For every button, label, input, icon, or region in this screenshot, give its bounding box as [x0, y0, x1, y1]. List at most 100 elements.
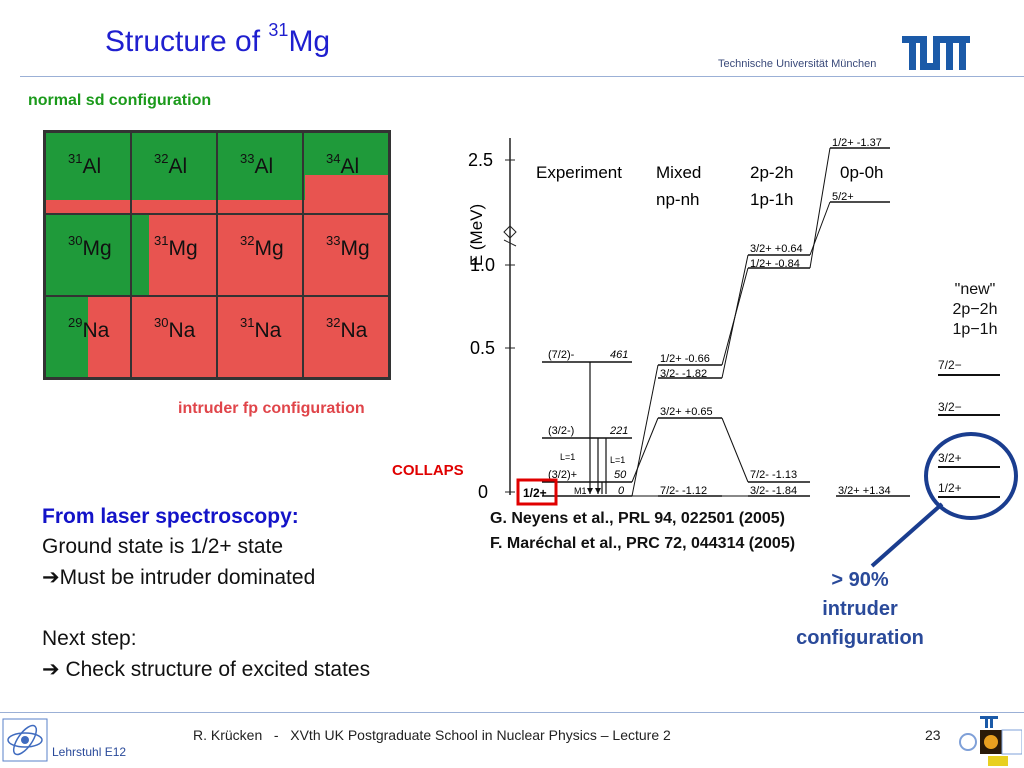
nucleus-mass: 31 [154, 233, 169, 248]
reference-marechal: F. Maréchal et al., PRC 72, 044314 (2005… [490, 535, 796, 552]
mix2-level: 1/2+ -0.84 [750, 258, 800, 270]
nucleus-symbol: Al [340, 155, 360, 178]
exp-energy: 50 [614, 469, 627, 481]
slide-title: Structure of 31Mg [105, 20, 331, 59]
intruder-text: ➔Must be intruder dominated [42, 565, 315, 590]
nucleus-mass: 30 [68, 233, 83, 248]
nucleus-cell: 29Na [45, 296, 131, 378]
nucleus-mass: 31 [240, 315, 255, 330]
laser-heading: From laser spectroscopy: [42, 505, 299, 528]
reference-neyens: G. Neyens et al., PRL 94, 022501 (2005) [490, 510, 785, 527]
exp-energy: 461 [610, 349, 628, 361]
nucleus-mass: 29 [68, 315, 83, 330]
nucleus-cell: 32Mg [217, 214, 303, 296]
axis-label: E (MeV) [467, 204, 486, 266]
intruder-text-content: Must be intruder dominated [59, 566, 316, 589]
normal-region-al [45, 132, 305, 200]
intruder-callout: > 90% intruder configuration [770, 566, 950, 653]
title-mass-number: 31 [268, 20, 289, 40]
callout-pointer [870, 502, 944, 568]
new-title: 2p−2h [952, 301, 998, 318]
mix2-level: 3/2+ +0.64 [750, 243, 803, 255]
tick-label: 0 [478, 482, 488, 502]
nucleus-label: 33Al [240, 151, 273, 179]
highlight-circle [924, 432, 1018, 520]
nucleus-cell: 34Al [303, 132, 389, 214]
lehrstuhl-label: Lehrstuhl E12 [52, 745, 127, 759]
nucleus-mass: 31 [68, 151, 83, 166]
nucleus-label: 29Na [68, 315, 110, 343]
nucleus-mass: 32 [240, 233, 255, 248]
nucleus-label: 31Al [68, 151, 102, 179]
exp-energy: 221 [609, 425, 628, 437]
nucleus-label: 30Mg [68, 233, 112, 261]
exp-spin: (3/2)+ [548, 469, 577, 481]
next-step-text: Next step: [42, 627, 137, 650]
tick-label: 0.5 [470, 338, 495, 358]
ground-state-text: Ground state is 1/2+ state [42, 535, 284, 558]
new-level-line [938, 374, 1000, 376]
nucleus-cell: 31Na [217, 296, 303, 378]
exp-spin: (7/2)- [548, 349, 575, 361]
new-title: 1p−1h [952, 321, 998, 338]
normal-config-label: normal sd configuration [28, 92, 212, 109]
callout-line: > 90% [831, 569, 889, 591]
transition-label: M1 [574, 486, 587, 496]
title-element: Mg [288, 25, 331, 58]
nucleus-label: 32Mg [240, 233, 284, 261]
nucleus-label: 32Al [154, 151, 188, 179]
nuclear-chart-grid: 31Al 32Al 33Al 34Al 30Mg 31Mg 32Mg 33Mg 29Na 30Na… [43, 130, 391, 380]
nucleus-symbol: Na [168, 319, 196, 342]
arrow-icon: ➔ [42, 566, 60, 589]
mixed-level: 7/2- -1.12 [660, 485, 707, 497]
nucleus-symbol: Al [82, 155, 102, 178]
header-1p1h: 1p-1h [750, 190, 793, 209]
footer-text: R. Krücken - XVth UK Postgraduate School… [193, 727, 671, 743]
nucleus-label: 32Na [326, 315, 367, 343]
nucleus-symbol: Mg [254, 237, 284, 260]
arrow-icon: ➔ [42, 658, 60, 681]
nucleus-label: 34Al [326, 151, 360, 179]
new-level: 3/2− [938, 400, 962, 414]
nucleus-label: 30Na [154, 315, 196, 343]
nucleus-mass: 30 [154, 315, 169, 330]
e12-logo-icon [2, 718, 48, 762]
nucleus-cell: 33Mg [303, 214, 389, 296]
nucleus-cell: 32Na [303, 296, 389, 378]
new-title: "new" [954, 281, 996, 298]
nucleus-cell: 30Mg [45, 214, 131, 296]
header-2p2h: 2p-2h [750, 163, 793, 182]
institution-name: Technische Universität München [718, 58, 877, 70]
nucleus-mass: 32 [326, 315, 341, 330]
partner-logos-icon [959, 716, 1022, 766]
nucleus-mass: 34 [326, 151, 341, 166]
callout-line: intruder [822, 598, 898, 620]
mixed-level: 3/2- -1.82 [660, 368, 707, 380]
nucleus-cell: 31Al [45, 132, 131, 214]
mix2-level: 7/2- -1.13 [750, 469, 797, 481]
header-divider [20, 76, 1024, 77]
nucleus-symbol: Mg [340, 237, 370, 260]
tick-label: 1.0 [470, 255, 495, 275]
tick-label: 2.5 [468, 150, 493, 170]
nucleus-symbol: Mg [168, 237, 198, 260]
axis-break-bottom [503, 239, 517, 247]
nucleus-symbol: Na [254, 319, 282, 342]
nucleus-cell: 33Al [217, 132, 303, 214]
collaps-label: COLLAPS [392, 462, 464, 479]
normal-region-na29 [45, 296, 88, 378]
nucleus-mass: 33 [326, 233, 341, 248]
transition-label: L=1 [560, 452, 575, 462]
transition-label: L=1 [610, 455, 625, 465]
intruder-config-label: intruder fp configuration [178, 400, 365, 417]
axis-break-top [503, 225, 517, 239]
nucleus-cell: 30Na [131, 296, 217, 378]
nucleus-symbol: Al [168, 155, 188, 178]
tum-logo-icon [902, 36, 970, 70]
nucleus-symbol: Na [82, 319, 110, 342]
mixed-level: 3/2+ +0.65 [660, 406, 713, 418]
footer-divider [0, 712, 1024, 713]
callout-line: configuration [796, 627, 924, 649]
page-number: 23 [925, 727, 941, 743]
ground-state-highlight [516, 478, 558, 506]
